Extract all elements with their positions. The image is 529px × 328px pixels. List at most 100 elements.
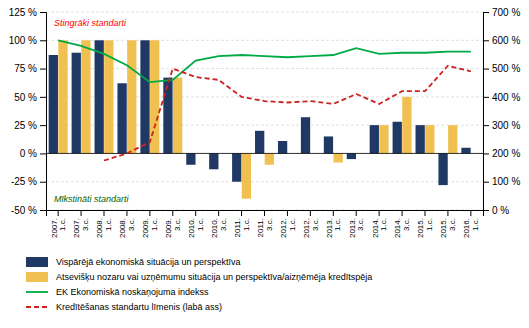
grid (46, 12, 483, 210)
tick: 2010.1.c. (187, 210, 205, 238)
tick-label: 2012.3.c. (302, 218, 320, 238)
tick-label: 200 % (492, 148, 520, 159)
tick-mark (40, 210, 46, 211)
tick-label: 100 % (492, 176, 520, 187)
grid-line (46, 181, 483, 182)
bar (448, 125, 457, 153)
legend-swatch (26, 257, 48, 267)
legend-swatch (26, 272, 48, 282)
tick-mark (195, 210, 196, 216)
bar (173, 78, 182, 154)
tick-label: 75 % (14, 63, 37, 74)
tick: 100 % (483, 176, 520, 187)
x-axis: 2007.1.c.2007.3.c.2008.1.c.2008.3.c.2009… (47, 210, 484, 238)
tick: 2007.3.c. (72, 210, 90, 238)
bar (347, 153, 356, 159)
tick-mark (40, 125, 46, 126)
grid-line (46, 153, 483, 154)
tick: 2012.1.c. (279, 210, 297, 238)
bar (95, 40, 104, 153)
tick-mark (483, 40, 489, 41)
tick: 2011.1.c. (233, 210, 251, 237)
bar (438, 153, 447, 185)
legend-item: EK Ekonomiskā noskaņojuma indekss (26, 287, 209, 297)
tick-mark (218, 210, 219, 216)
bar (265, 153, 274, 164)
legend-label: Atsevišķu nozaru vai uzņēmumu situācija … (56, 272, 372, 282)
tick-label: 125 % (9, 7, 37, 18)
tick-mark (241, 210, 242, 216)
legend-item: Vispārējā ekonomiskā situācija un perspe… (26, 257, 240, 267)
line (104, 66, 471, 161)
axis-line (47, 211, 484, 217)
axis-line (484, 13, 490, 211)
bar (425, 125, 434, 153)
legend-label: EK Ekonomiskā noskaņojuma indekss (56, 287, 209, 297)
legend-label: Kredītēšanas standartu līmenis (labā ass… (56, 302, 222, 312)
tick: 700 % (483, 7, 520, 18)
tick: 2011.3.c. (256, 210, 274, 237)
tick-mark (40, 69, 46, 70)
zero-line (46, 153, 483, 154)
annotation: Stingrāki standarti (54, 18, 127, 28)
tick-label: 2009.1.c. (141, 218, 159, 238)
legend-label: Vispārējā ekonomiskā situācija un perspe… (56, 257, 240, 267)
tick: 2013.3.c. (348, 210, 366, 238)
bar (81, 40, 90, 153)
chart: -50 % -25 % 0 % 25 % 50 % 75 % 100 % 125 %0 % 10… (0, 0, 529, 328)
tick-mark (447, 210, 448, 216)
bar (370, 125, 379, 153)
bar-series (49, 40, 471, 185)
bar (232, 153, 241, 181)
tick-label: 2011.1.c. (233, 218, 251, 237)
tick: 2016.1.c. (462, 210, 480, 238)
bar (461, 148, 470, 154)
tick-label: -50 % (11, 205, 37, 216)
legend-swatch (26, 291, 48, 293)
tick-label: 600 % (492, 35, 520, 46)
tick: 125 % (9, 7, 46, 18)
bar (333, 153, 342, 162)
tick-label: 0 % (20, 148, 37, 159)
tick-mark (379, 210, 380, 216)
tick-mark (483, 69, 489, 70)
tick-label: 2016.1.c. (462, 218, 480, 238)
tick-mark (310, 210, 311, 216)
bar (186, 153, 195, 164)
tick: 50 % (14, 92, 46, 103)
tick: 2008.3.c. (118, 210, 136, 238)
tick-label: 700 % (492, 7, 520, 18)
tick: 2009.1.c. (141, 210, 159, 238)
tick-mark (483, 125, 489, 126)
tick-mark (126, 210, 127, 216)
axis-line (40, 13, 47, 211)
legend-item: Kredītēšanas standartu līmenis (labā ass… (26, 302, 222, 312)
tick-label: 300 % (492, 120, 520, 131)
tick-mark (333, 210, 334, 216)
tick-label: -25 % (11, 176, 37, 187)
tick: 75 % (14, 63, 46, 74)
tick: 25 % (14, 120, 46, 131)
tick-mark (287, 210, 288, 216)
tick-mark (483, 97, 489, 98)
tick: 2013.1.c. (325, 210, 343, 238)
bar (150, 40, 159, 153)
tick: 100 % (9, 35, 46, 46)
tick-label: 2014.3.c. (393, 218, 411, 238)
tick-mark (424, 210, 425, 216)
tick-mark (483, 12, 489, 13)
bar (127, 40, 136, 153)
y-axis: -50 % -25 % 0 % 25 % 50 % 75 % 100 % 125 % (9, 7, 47, 216)
annotation: Mīkstināti standarti (54, 194, 130, 204)
tick: 300 % (483, 120, 520, 131)
bar-series (58, 40, 457, 198)
tick-mark (149, 210, 150, 216)
bar (140, 40, 149, 153)
tick-mark (40, 97, 46, 98)
bar (209, 153, 218, 169)
bar (324, 136, 333, 153)
tick-label: 500 % (492, 63, 520, 74)
tick-label: 2012.1.c. (279, 218, 297, 238)
tick: 2015.3.c. (439, 210, 457, 238)
tick: -50 % (11, 205, 46, 216)
